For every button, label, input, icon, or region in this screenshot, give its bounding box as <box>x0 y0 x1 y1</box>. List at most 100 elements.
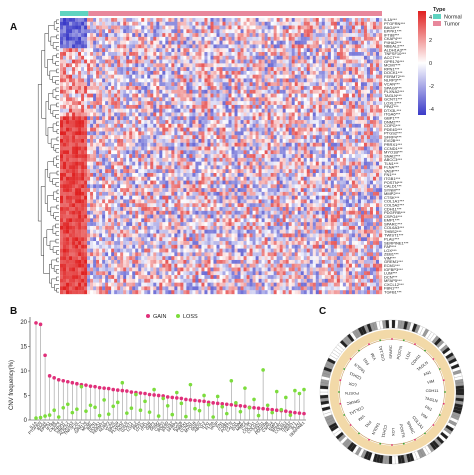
heatmap-cell <box>255 165 259 170</box>
heatmap-cell <box>183 97 187 102</box>
heatmap-cell <box>309 89 313 94</box>
heatmap-cell <box>108 123 112 128</box>
heatmap-cell <box>189 21 193 26</box>
heatmap-cell <box>369 184 374 189</box>
heatmap-cell <box>141 146 145 151</box>
heatmap-cell <box>147 18 151 22</box>
heatmap-cell <box>255 112 259 117</box>
heatmap-cell <box>123 48 127 53</box>
heatmap-cell <box>300 93 304 98</box>
heatmap-cell <box>315 176 319 181</box>
heatmap-cell <box>261 169 265 174</box>
heatmap-cell <box>90 169 94 174</box>
heatmap-cell <box>135 131 139 136</box>
heatmap-cell <box>198 150 202 155</box>
heatmap-cell <box>288 116 292 121</box>
heatmap-cell <box>288 154 292 159</box>
heatmap-cell <box>357 146 362 151</box>
heatmap-cell <box>84 63 88 68</box>
heatmap-cell <box>312 150 316 155</box>
heatmap-cell <box>84 74 88 79</box>
heatmap-cell <box>309 157 313 162</box>
heatmap-cell <box>231 18 235 22</box>
heatmap-cell <box>201 127 205 132</box>
heatmap-cell <box>198 173 202 177</box>
heatmap-cell <box>240 44 244 49</box>
heatmap-cell <box>342 150 347 155</box>
heatmap-cell <box>288 169 292 174</box>
heatmap-cell <box>270 82 274 87</box>
heatmap-cell <box>177 104 181 109</box>
heatmap-cell <box>102 154 106 159</box>
heatmap-cell <box>264 116 268 121</box>
heatmap-cell <box>180 55 184 60</box>
heatmap-cell <box>297 135 301 140</box>
heatmap-cell <box>339 44 344 49</box>
heatmap-cell <box>123 173 127 177</box>
heatmap-cell <box>300 135 304 140</box>
heatmap-cell <box>309 52 313 56</box>
dendrogram-branch <box>53 265 59 272</box>
heatmap-cell <box>375 157 380 162</box>
heatmap-cell <box>264 108 268 113</box>
heatmap-cell <box>183 188 187 193</box>
heatmap-cell <box>141 154 145 159</box>
heatmap-cell <box>138 157 142 162</box>
heatmap-cell <box>324 59 328 64</box>
heatmap-cell <box>228 127 232 132</box>
heatmap-cell <box>243 29 247 34</box>
heatmap-cell <box>378 135 383 140</box>
heatmap-cell <box>261 161 265 166</box>
heatmap-cell <box>369 135 374 140</box>
heatmap-cell <box>174 165 178 170</box>
heatmap-cell <box>135 89 139 94</box>
heatmap-cell <box>99 18 103 22</box>
heatmap-cell <box>93 25 97 30</box>
heatmap-cell <box>285 161 289 166</box>
heatmap-cell <box>306 180 310 185</box>
heatmap-cell <box>270 70 274 75</box>
heatmap-cell <box>375 74 380 79</box>
heatmap-cell <box>63 78 67 83</box>
heatmap-cell <box>261 127 265 132</box>
heatmap-cell <box>153 36 157 41</box>
heatmap-cell <box>75 161 79 166</box>
heatmap-cell <box>243 93 247 98</box>
heatmap-cell <box>255 21 259 26</box>
heatmap-cell <box>372 127 377 132</box>
heatmap-cell <box>159 55 163 60</box>
heatmap-cell <box>177 184 181 189</box>
heatmap-cell <box>216 25 220 30</box>
heatmap-cell <box>303 33 307 38</box>
heatmap-cell <box>216 104 220 109</box>
heatmap-cell <box>354 78 359 83</box>
heatmap-cell <box>144 52 148 56</box>
heatmap-cell <box>144 59 148 64</box>
heatmap-cell <box>216 78 220 83</box>
heatmap-cell <box>231 86 235 90</box>
heatmap-cell <box>333 161 338 166</box>
heatmap-cell <box>171 33 175 38</box>
heatmap-cell <box>348 86 353 90</box>
heatmap-cell <box>87 78 91 83</box>
heatmap-cell <box>213 78 217 83</box>
heatmap-cell <box>108 63 112 68</box>
heatmap-cell <box>372 146 377 151</box>
heatmap-cell <box>273 146 277 151</box>
heatmap-cell <box>315 52 319 56</box>
heatmap-cell <box>96 55 100 60</box>
heatmap-cell <box>333 59 338 64</box>
heatmap-cell <box>330 157 334 162</box>
heatmap-cell <box>240 188 244 193</box>
dendrogram-branch <box>48 93 53 110</box>
heatmap-cell <box>216 112 220 117</box>
heatmap-cell <box>90 25 94 30</box>
heatmap-cell <box>225 135 229 140</box>
heatmap-cell <box>132 184 136 189</box>
heatmap-cell <box>330 154 334 159</box>
dendrogram-branch <box>55 216 59 221</box>
heatmap-cell <box>267 165 271 170</box>
heatmap-cell <box>300 127 304 132</box>
heatmap-cell <box>63 165 67 170</box>
heatmap-cell <box>210 135 214 140</box>
